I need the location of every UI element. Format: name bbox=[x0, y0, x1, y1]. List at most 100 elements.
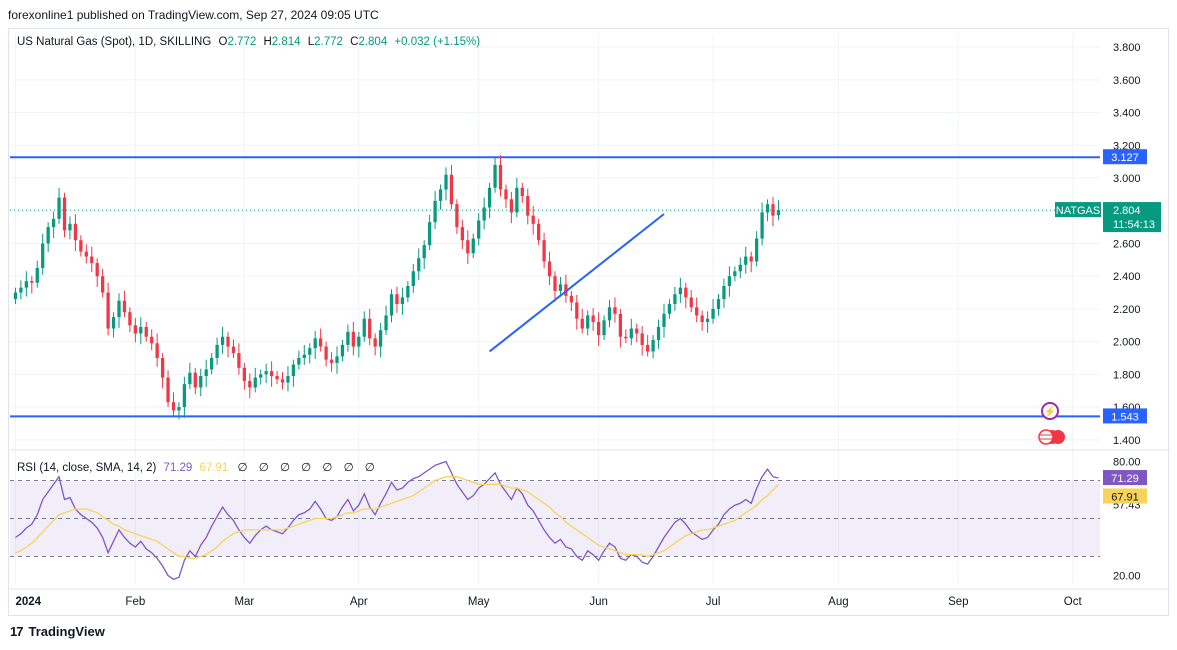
price-tick-label: 3.000 bbox=[1113, 173, 1141, 185]
price-tick-label: 3.400 bbox=[1113, 108, 1141, 120]
symbol-tag-label: NATGAS bbox=[1056, 205, 1100, 217]
candle-body bbox=[602, 320, 606, 336]
rsi-legend-placeholders: ∅ ∅ ∅ ∅ ∅ ∅ ∅ bbox=[237, 462, 379, 474]
legend-open-label: O bbox=[218, 36, 228, 48]
candle-body bbox=[428, 222, 432, 246]
publisher-line: forexonline1 published on TradingView.co… bbox=[8, 8, 379, 22]
legend-close-label: C bbox=[350, 36, 359, 48]
resistance-axis-label: 3.127 bbox=[1111, 152, 1139, 164]
candle-body bbox=[515, 187, 519, 213]
candle-body bbox=[308, 348, 312, 355]
candle-body bbox=[493, 164, 497, 188]
candle-body bbox=[509, 199, 514, 213]
candle-body bbox=[487, 187, 492, 208]
candle-body bbox=[607, 307, 612, 321]
price-tick-label: 2.200 bbox=[1113, 304, 1141, 316]
candle-body bbox=[471, 238, 475, 254]
candle-body bbox=[155, 343, 159, 358]
candle-body bbox=[46, 227, 50, 244]
candle-body bbox=[280, 379, 285, 383]
candle-body bbox=[248, 380, 252, 388]
price-tick-label: 3.600 bbox=[1113, 75, 1141, 87]
legend-change: +0.032 (+1.15%) bbox=[394, 36, 481, 48]
candle-body bbox=[319, 338, 323, 347]
candle-body bbox=[651, 340, 655, 352]
candle-body bbox=[19, 287, 23, 293]
candle-body bbox=[640, 333, 644, 345]
candle-body bbox=[629, 328, 633, 339]
candle-body bbox=[749, 256, 753, 262]
tradingview-footer[interactable]: 17 TradingView bbox=[10, 624, 105, 639]
candle-body bbox=[406, 286, 410, 298]
candle-body bbox=[558, 284, 563, 291]
candle-body bbox=[177, 407, 181, 411]
candle-body bbox=[30, 281, 34, 283]
candle-body bbox=[547, 261, 552, 277]
price-tick-label: 2.600 bbox=[1113, 238, 1141, 250]
candle-body bbox=[35, 268, 39, 283]
candle-body bbox=[95, 263, 99, 277]
candle-body bbox=[111, 317, 116, 329]
legend-low-label: L bbox=[307, 36, 315, 48]
footer-brand: TradingView bbox=[28, 624, 105, 639]
price-tick-label: 1.400 bbox=[1113, 435, 1141, 447]
candle-body bbox=[700, 315, 704, 322]
time-tick-label: 2024 bbox=[15, 596, 41, 608]
rsi-line bbox=[15, 460, 779, 581]
chart-border bbox=[8, 28, 1169, 616]
last-price-label: 2.804 bbox=[1113, 205, 1141, 217]
candle-body bbox=[667, 304, 672, 314]
candle-body bbox=[362, 318, 366, 337]
candle-body bbox=[738, 264, 742, 272]
symbol-tag bbox=[1055, 202, 1101, 218]
candle-body bbox=[716, 299, 721, 309]
candle-body bbox=[422, 245, 426, 259]
candle-body bbox=[520, 187, 524, 196]
candle-body bbox=[215, 344, 219, 358]
candle-body bbox=[537, 223, 541, 241]
candle-body bbox=[722, 286, 726, 300]
rsi-sma-value-badge bbox=[1103, 488, 1147, 504]
candle-body bbox=[57, 197, 61, 219]
legend-symbol: US Natural Gas (Spot), 1D, SKILLING bbox=[17, 36, 212, 48]
candle-body bbox=[237, 353, 241, 368]
legend-close-value: 2.804 bbox=[358, 36, 388, 48]
candle-body bbox=[51, 218, 56, 228]
candle-body bbox=[482, 207, 486, 221]
candle-body bbox=[646, 344, 650, 352]
candle-body bbox=[193, 372, 197, 388]
candle-body bbox=[329, 359, 334, 363]
candle-body bbox=[62, 197, 67, 231]
candle-body bbox=[253, 377, 257, 388]
candle-body bbox=[297, 358, 301, 365]
candle-body bbox=[635, 328, 639, 334]
candle-body bbox=[711, 308, 715, 319]
candle-body bbox=[733, 271, 737, 277]
candle-body bbox=[389, 294, 394, 316]
candle-body bbox=[226, 336, 230, 347]
price-tick-label: 2.000 bbox=[1113, 337, 1141, 349]
candle-body bbox=[166, 377, 170, 403]
candle-body bbox=[373, 338, 377, 347]
candle-body bbox=[689, 297, 693, 308]
candle-body bbox=[335, 356, 339, 363]
rsi-sma-value-badge-label: 67.91 bbox=[1111, 491, 1139, 503]
candle-body bbox=[275, 376, 279, 380]
candle-body bbox=[210, 358, 214, 370]
trendline bbox=[488, 213, 665, 353]
candle-body bbox=[84, 251, 88, 257]
candle-body bbox=[13, 292, 18, 300]
candle-body bbox=[613, 307, 617, 314]
candle-body bbox=[673, 294, 677, 304]
time-tick-label: Mar bbox=[234, 596, 254, 608]
candle-body bbox=[171, 402, 176, 411]
candle-body bbox=[351, 331, 355, 347]
lightning-glyph: ⚡ bbox=[1044, 405, 1056, 418]
candle-body bbox=[498, 164, 503, 190]
candle-body bbox=[302, 354, 306, 358]
candle-body bbox=[755, 238, 759, 262]
candle-body bbox=[128, 312, 132, 326]
candle-body bbox=[188, 372, 192, 385]
candle-body bbox=[90, 256, 94, 264]
